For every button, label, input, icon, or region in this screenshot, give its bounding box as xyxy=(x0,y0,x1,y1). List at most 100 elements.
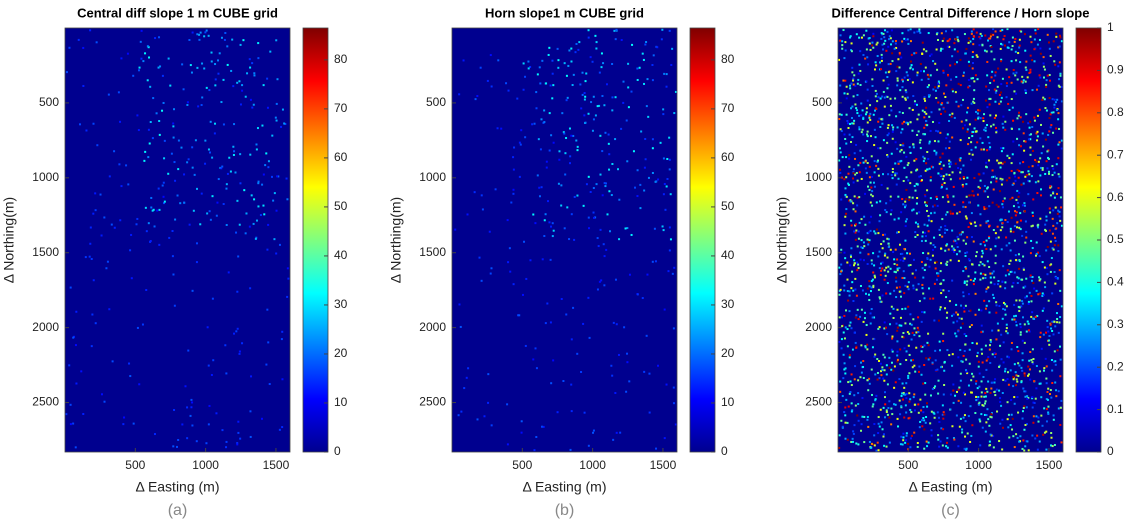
heatmap-speckle xyxy=(856,414,859,417)
heatmap-speckle xyxy=(870,155,873,158)
heatmap-speckle xyxy=(460,410,463,413)
heatmap-speckle xyxy=(961,322,964,325)
heatmap-speckle xyxy=(900,159,903,162)
heatmap-speckle xyxy=(964,304,967,307)
heatmap-speckle xyxy=(163,139,166,142)
heatmap-speckle xyxy=(852,300,855,303)
heatmap-speckle xyxy=(881,33,884,36)
heatmap-speckle xyxy=(937,172,940,175)
heatmap-speckle xyxy=(905,188,908,191)
heatmap-speckle xyxy=(971,62,974,65)
heatmap-speckle xyxy=(286,198,289,201)
heatmap-speckle xyxy=(250,194,253,197)
heatmap-speckle xyxy=(1035,387,1038,390)
heatmap-speckle xyxy=(931,254,934,257)
heatmap-speckle xyxy=(970,391,973,394)
heatmap-speckle xyxy=(1045,249,1048,252)
heatmap-speckle xyxy=(1031,348,1034,351)
heatmap-speckle xyxy=(987,219,990,222)
heatmap-speckle xyxy=(889,267,892,270)
heatmap-speckle xyxy=(1031,125,1034,128)
heatmap-speckle xyxy=(1058,175,1061,178)
heatmap-speckle xyxy=(208,151,211,154)
heatmap-speckle xyxy=(907,417,910,420)
heatmap-speckle xyxy=(628,273,631,276)
y-tick-label: 1500 xyxy=(32,245,59,259)
heatmap-speckle xyxy=(903,292,906,295)
heatmap-speckle xyxy=(964,420,967,423)
heatmap-speckle xyxy=(927,76,930,79)
heatmap-speckle xyxy=(905,382,908,385)
heatmap-speckle xyxy=(496,127,499,130)
heatmap-speckle xyxy=(982,272,985,275)
heatmap-speckle xyxy=(865,324,868,327)
heatmap-speckle xyxy=(576,149,579,152)
heatmap-speckle xyxy=(946,196,949,199)
heatmap-speckle xyxy=(866,287,869,290)
heatmap-speckle xyxy=(1049,389,1052,392)
heatmap-speckle xyxy=(927,252,930,255)
heatmap-speckle xyxy=(1001,426,1004,429)
heatmap-speckle xyxy=(551,235,554,238)
heatmap-speckle xyxy=(256,127,259,130)
heatmap-speckle xyxy=(944,249,947,252)
heatmap-speckle xyxy=(980,380,983,383)
heatmap-speckle xyxy=(146,79,149,82)
heatmap-speckle xyxy=(1044,138,1047,141)
heatmap-speckle xyxy=(861,156,864,159)
heatmap-speckle xyxy=(890,361,893,364)
heatmap-speckle xyxy=(948,354,951,357)
heatmap-speckle xyxy=(843,133,846,136)
heatmap-speckle xyxy=(935,129,938,132)
heatmap-speckle xyxy=(955,253,958,256)
heatmap-speckle xyxy=(270,175,273,178)
heatmap-speckle xyxy=(886,87,889,90)
heatmap-speckle xyxy=(278,243,281,246)
heatmap-speckle xyxy=(583,98,586,101)
heatmap-speckle xyxy=(1036,448,1039,451)
heatmap-speckle xyxy=(1060,139,1063,142)
heatmap-speckle xyxy=(841,316,844,319)
heatmap-speckle xyxy=(1021,447,1024,450)
heatmap-speckle xyxy=(123,416,126,419)
heatmap-speckle xyxy=(619,431,622,434)
heatmap-speckle xyxy=(889,37,892,40)
heatmap-speckle xyxy=(907,179,910,182)
heatmap-speckle xyxy=(1042,96,1045,99)
heatmap-speckle xyxy=(962,291,965,294)
heatmap-speckle xyxy=(873,160,876,163)
heatmap-speckle xyxy=(941,218,944,221)
heatmap-speckle xyxy=(866,56,869,59)
heatmap-speckle xyxy=(863,245,866,248)
heatmap-speckle xyxy=(1006,154,1009,157)
heatmap-speckle xyxy=(592,211,595,214)
heatmap-speckle xyxy=(896,258,899,261)
heatmap-speckle xyxy=(942,411,945,414)
heatmap-speckle xyxy=(975,31,978,34)
heatmap-speckle xyxy=(1015,226,1018,229)
heatmap-speckle xyxy=(942,332,945,335)
heatmap-speckle xyxy=(509,270,512,273)
heatmap-speckle xyxy=(885,202,888,205)
heatmap-speckle xyxy=(564,173,567,176)
heatmap-speckle xyxy=(654,260,657,263)
heatmap-speckle xyxy=(959,171,962,174)
heatmap-speckle xyxy=(245,212,248,215)
heatmap-speckle xyxy=(179,202,182,205)
heatmap-speckle xyxy=(965,283,968,286)
heatmap-speckle xyxy=(1000,404,1003,407)
heatmap-speckle xyxy=(1036,135,1039,138)
heatmap-speckle xyxy=(840,198,843,201)
heatmap-speckle xyxy=(1045,109,1048,112)
heatmap-speckle xyxy=(978,35,981,38)
heatmap-speckle xyxy=(838,147,841,150)
heatmap-speckle xyxy=(265,152,268,155)
heatmap-speckle xyxy=(928,140,931,143)
heatmap-speckle xyxy=(896,417,899,420)
heatmap-speckle xyxy=(844,195,847,198)
heatmap-speckle xyxy=(1039,174,1042,177)
heatmap-speckle xyxy=(999,344,1002,347)
heatmap-speckle xyxy=(967,258,970,261)
heatmap-speckle xyxy=(869,215,872,218)
heatmap-speckle xyxy=(267,166,270,169)
